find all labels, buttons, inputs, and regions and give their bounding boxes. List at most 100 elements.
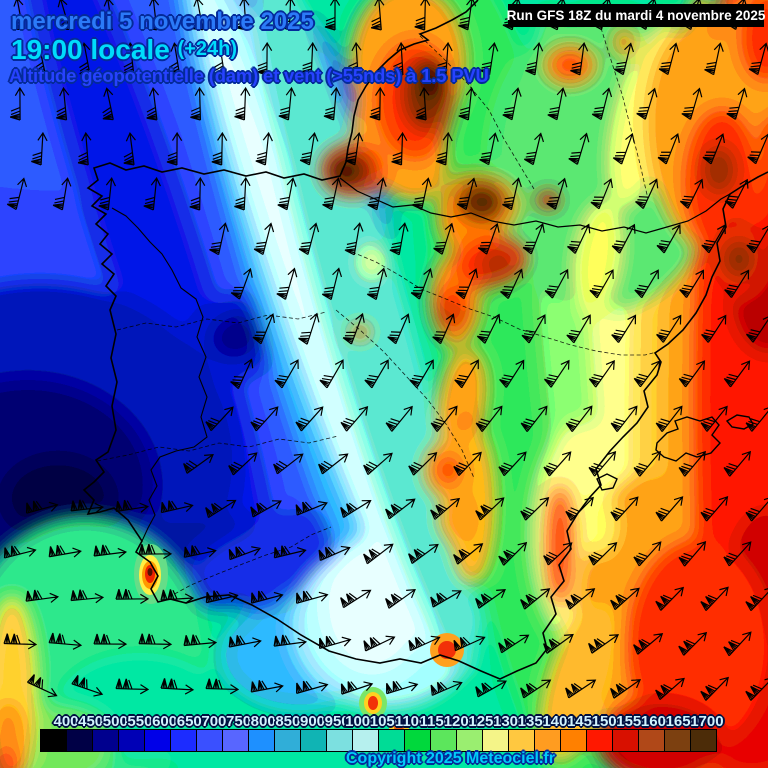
- wind-barb-icon: [525, 41, 544, 76]
- wind-barb-icon: [369, 86, 386, 121]
- wind-barb-icon: [565, 588, 596, 610]
- wind-barb-icon: [299, 132, 319, 166]
- wind-barb-icon: [408, 543, 439, 564]
- wind-barb-icon: [590, 178, 614, 210]
- wind-barb-icon: [544, 268, 569, 299]
- wind-barb-icon: [432, 313, 456, 345]
- wind-barb-icon: [415, 86, 430, 121]
- colorbar-segment: [353, 730, 379, 751]
- wind-barb-icon: [610, 496, 639, 522]
- wind-barb-icon: [27, 674, 58, 698]
- wind-barb-icon: [745, 314, 768, 343]
- wind-barb-icon: [430, 680, 463, 696]
- wind-barb-icon: [168, 42, 181, 76]
- wind-barb-icon: [301, 41, 318, 76]
- wind-barb-icon: [143, 176, 161, 211]
- map-subtitle: Altitude géopotentielle (dam) et vent (>…: [9, 65, 489, 86]
- wind-barb-icon: [522, 222, 545, 255]
- wind-barb-icon: [704, 42, 724, 76]
- wind-barb-icon: [500, 268, 524, 299]
- valid-time-text: 19:00 locale: [11, 34, 170, 65]
- colorbar-tick-label: 1250: [468, 713, 502, 730]
- colorbar-segment: [691, 730, 716, 751]
- wind-barb-icon: [252, 313, 276, 345]
- wind-barb-icon: [255, 131, 273, 166]
- colorbar-segment: [197, 730, 223, 751]
- wind-barb-icon: [520, 679, 552, 699]
- wind-barb-icon: [205, 499, 237, 519]
- wind-barb-icon: [347, 41, 362, 76]
- wind-barb-icon: [701, 224, 726, 254]
- wind-barb-icon: [412, 177, 432, 211]
- wind-barb-icon: [458, 86, 476, 121]
- wind-barb-icon: [389, 222, 409, 256]
- wind-barb-icon: [340, 681, 374, 695]
- wind-barb-icon: [366, 267, 388, 301]
- wind-barb-icon: [295, 500, 328, 516]
- wind-barb-icon: [363, 543, 394, 565]
- wind-barb-icon: [700, 496, 729, 522]
- wind-barb-icon: [6, 177, 28, 211]
- wind-barb-icon: [9, 86, 26, 121]
- wind-barb-icon: [183, 545, 217, 558]
- wind-barb-icon: [318, 453, 349, 475]
- wind-barb-icon: [523, 132, 545, 166]
- wind-barb-icon: [79, 42, 91, 76]
- colorbar-segment: [483, 730, 509, 751]
- wind-barb-icon: [479, 42, 499, 76]
- colorbar-tick-label: 700: [201, 713, 227, 730]
- wind-barb-icon: [192, 0, 204, 31]
- wind-barb-icon: [658, 42, 680, 75]
- wind-barb-icon: [657, 133, 680, 165]
- wind-barb-icon: [295, 406, 324, 432]
- wind-barb-icon: [408, 452, 438, 476]
- model-run-info: Run GFS 18Z du mardi 4 novembre 2025: [507, 4, 765, 27]
- wind-barb-icon: [430, 497, 461, 520]
- wind-barb-icon: [502, 87, 522, 121]
- wind-barb-icon: [340, 499, 372, 518]
- wind-barb-icon: [34, 42, 46, 76]
- colorbar-tick-label: 1100: [394, 713, 428, 730]
- colorbar-tick-label: 1500: [591, 713, 625, 730]
- wind-barb-icon: [567, 223, 591, 254]
- wind-barb-icon: [475, 405, 503, 432]
- wind-barb-icon: [115, 499, 149, 513]
- forecast-offset-text: (+24h): [177, 38, 238, 60]
- wind-barb-icon: [498, 634, 530, 654]
- colorbar-segment: [509, 730, 535, 751]
- colorbar-segment: [249, 730, 275, 751]
- wind-barb-icon: [435, 131, 453, 166]
- wind-barb-icon: [12, 0, 24, 31]
- wind-barb-icon: [521, 314, 546, 344]
- wind-barb-icon: [385, 405, 413, 432]
- wind-barb-icon: [166, 131, 183, 166]
- colorbar-segment: [275, 730, 301, 751]
- wind-barb-icon: [655, 405, 683, 432]
- wind-barb-icon: [747, 133, 768, 165]
- wind-barb-icon: [681, 87, 703, 120]
- colorbar-segment: [119, 730, 145, 751]
- wind-barb-icon: [588, 634, 620, 654]
- wind-barb-icon: [414, 0, 431, 31]
- wind-barb-icon: [633, 360, 661, 388]
- wind-barb-icon: [589, 269, 614, 299]
- wind-barb-icon: [256, 41, 273, 76]
- wind-barb-icon: [274, 359, 299, 389]
- wind-barb-icon: [278, 86, 296, 121]
- wind-barb-icon: [138, 633, 173, 650]
- wind-barb-icon: [634, 269, 659, 299]
- wind-barb-icon: [319, 359, 344, 389]
- wind-barb-icon: [678, 450, 706, 477]
- colorbar-segment: [431, 730, 457, 751]
- wind-barb-icon: [520, 405, 548, 432]
- wind-barb-icon: [273, 545, 307, 559]
- colorbar-tick-label: 1350: [517, 713, 552, 730]
- wind-barb-icon: [56, 86, 70, 121]
- wind-barb-icon: [235, 0, 250, 31]
- colorbar-segment: [67, 730, 93, 751]
- wind-barb-icon: [324, 0, 341, 31]
- wind-barb-icon: [101, 0, 114, 31]
- wind-barb-icon: [48, 544, 82, 558]
- wind-barb-icon: [25, 589, 59, 603]
